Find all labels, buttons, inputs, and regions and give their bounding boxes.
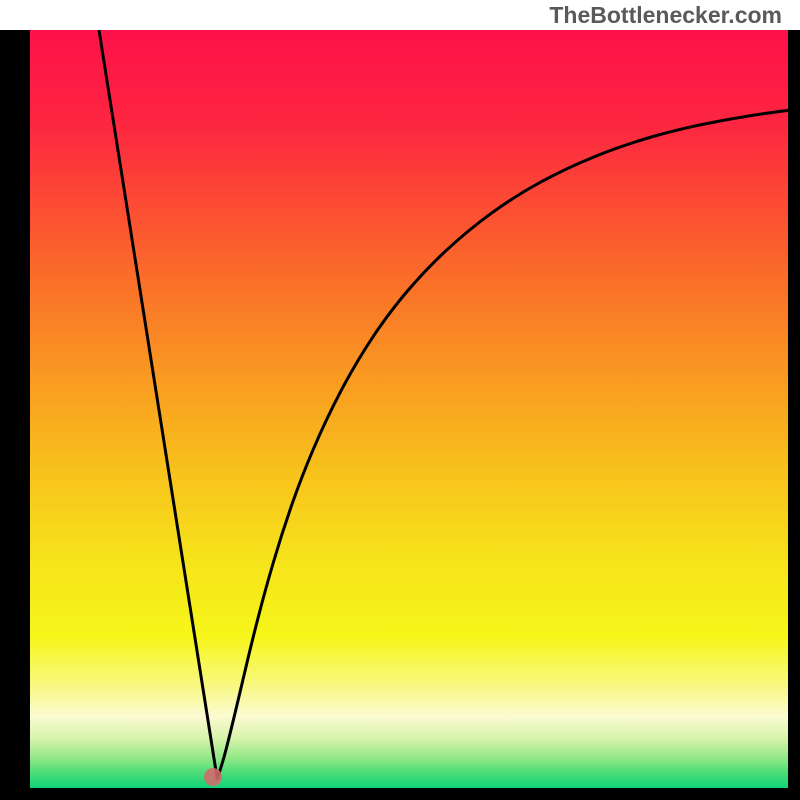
curve-path: [99, 30, 788, 779]
curve: [30, 30, 788, 788]
frame-right: [788, 30, 800, 800]
watermark-text: TheBottlenecker.com: [549, 2, 782, 29]
plot-area: [30, 30, 788, 788]
minimum-marker: [204, 768, 222, 786]
frame-bottom: [0, 788, 800, 800]
frame-left: [0, 30, 30, 800]
chart-container: TheBottlenecker.com: [0, 0, 800, 800]
